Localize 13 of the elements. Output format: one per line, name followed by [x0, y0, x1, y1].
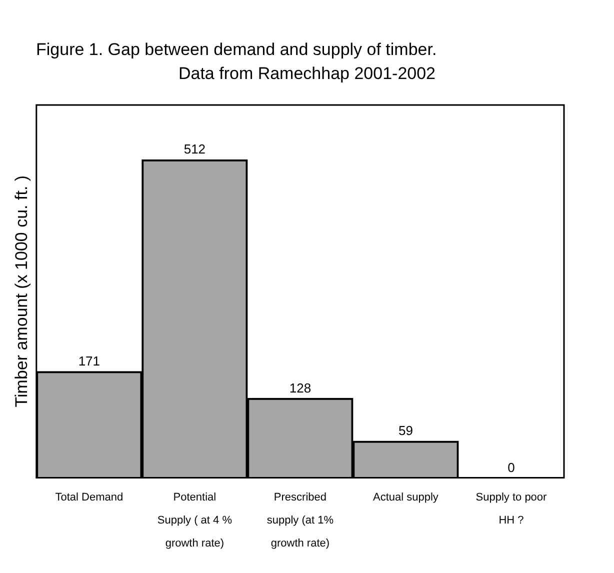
x-tick-label: Potential Supply ( at 4 % growth rate) [157, 491, 232, 550]
y-axis-title: Timber amount (x 1000 cu. ft. ) [12, 175, 31, 408]
data-label: 0 [508, 460, 515, 475]
data-label: 171 [78, 354, 100, 369]
x-tick-label: Supply to poor HH ? [476, 491, 548, 526]
data-label: 59 [398, 423, 413, 438]
data-label: 128 [289, 380, 312, 396]
x-tick-label: Total Demand [55, 491, 124, 504]
chart-title: Figure 1. Gap between demand and supply of timber. [36, 40, 437, 60]
x-tick-label: Prescribed supply (at 1% growth rate) [266, 491, 334, 550]
data-label: 512 [184, 142, 206, 157]
chart-subtitle: Data from Ramechhap 2001-2002 [177, 64, 437, 84]
x-tick-label: Actual supply [373, 491, 439, 504]
